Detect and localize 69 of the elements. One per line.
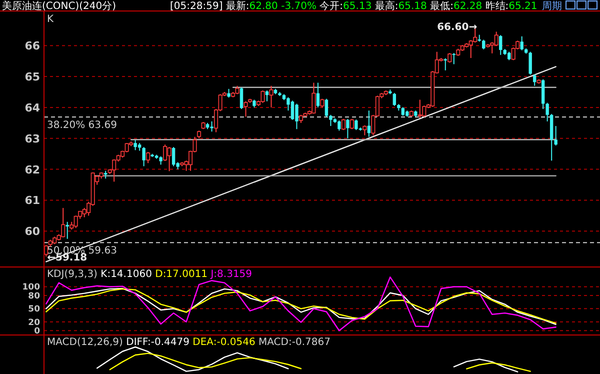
candlestick — [341, 118, 346, 131]
candlestick — [295, 103, 298, 130]
candlestick — [244, 100, 248, 118]
candlestick — [448, 52, 452, 64]
candlestick — [66, 221, 69, 240]
candlestick — [260, 90, 265, 104]
candlestick — [324, 98, 328, 118]
chart-title: KDJ(9,3,3) — [47, 269, 98, 280]
candlestick — [134, 139, 137, 151]
annotation: 周期 — [542, 0, 562, 12]
ref-line-label: 38.20% 63.69 — [47, 120, 117, 132]
annotation: MACD:-0.7867 — [255, 337, 330, 348]
candlestick — [112, 158, 116, 182]
candlestick — [444, 58, 447, 71]
candlestick — [541, 78, 545, 110]
y-tick-label: 20 — [28, 318, 40, 328]
series-label: DEA:-0.0546 — [189, 337, 256, 348]
series-label: K:14.1060 — [97, 269, 152, 280]
candlestick — [290, 100, 294, 120]
candlestick — [124, 142, 129, 153]
y-tick-label: 64 — [24, 101, 40, 114]
candlestick — [312, 82, 316, 114]
candlestick — [210, 120, 214, 132]
y-tick-label: 65 — [24, 70, 40, 84]
y-tick-label: 62 — [24, 163, 40, 176]
text: [05:28:59] 最新:62.80 -3.70% 今开:65.13 最高:65.18 最低:62.28 昨结:65.21 — [170, 1, 538, 12]
annotation: K — [47, 14, 54, 25]
candlestick — [338, 120, 341, 132]
y-tick-label: 50 — [28, 304, 40, 315]
candlestick — [528, 51, 532, 76]
candlestick — [163, 144, 168, 162]
candlestick — [142, 146, 146, 167]
candlestick — [452, 52, 456, 65]
candlestick — [494, 31, 498, 46]
candlestick — [482, 39, 486, 50]
candlestick — [554, 126, 558, 146]
candlestick — [346, 118, 350, 139]
candlestick — [532, 74, 536, 86]
candlestick — [354, 119, 358, 131]
chart-title: MACD(12,26,9) — [47, 337, 124, 348]
y-tick-label: 80 — [28, 292, 40, 302]
y-tick-label: 63 — [24, 132, 40, 146]
candlestick — [146, 151, 150, 164]
y-tick-label: 60 — [24, 225, 40, 238]
candlestick — [329, 114, 332, 127]
candlestick — [499, 34, 502, 56]
y-tick-label: 61 — [24, 194, 40, 208]
annotation: 66.60→ — [437, 22, 478, 34]
y-tick-label: 100 — [22, 282, 40, 293]
candlestick — [367, 110, 371, 138]
series-label: DIFF:-0.4479 — [122, 337, 190, 348]
candlestick — [167, 146, 172, 172]
chart-title: 美原油连(CONC)(240分) — [2, 0, 116, 12]
y-tick-label: 0 — [34, 326, 40, 337]
candlestick — [74, 215, 78, 229]
y-tick-label: 66 — [24, 40, 40, 53]
candlestick — [172, 146, 176, 167]
candlestick — [418, 99, 422, 118]
candlestick — [362, 124, 367, 136]
series-label: J:8.3159 — [208, 269, 252, 280]
candlestick — [546, 102, 549, 122]
candlestick — [240, 86, 244, 110]
candlestick — [61, 207, 66, 238]
candlestick — [392, 92, 396, 106]
candlestick — [350, 118, 354, 130]
candlestick — [520, 36, 524, 51]
candlestick — [316, 82, 320, 108]
candlestick — [269, 85, 274, 108]
series-label: D:17.0011 — [152, 269, 208, 280]
